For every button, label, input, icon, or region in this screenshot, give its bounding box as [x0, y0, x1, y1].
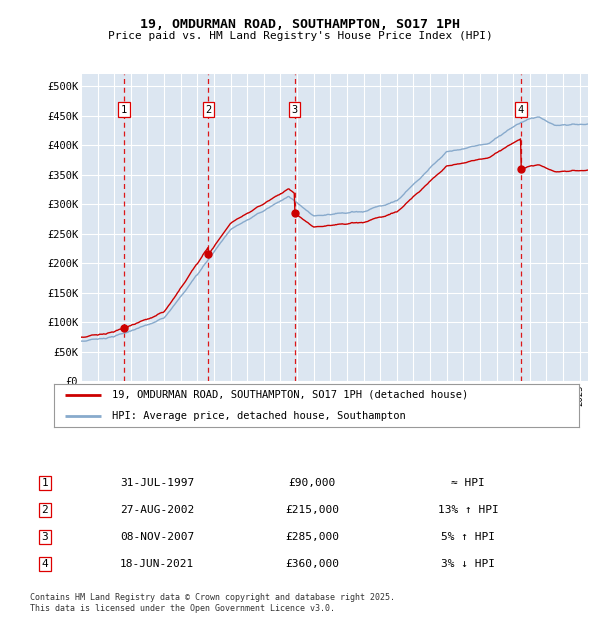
Text: ≈ HPI: ≈ HPI	[451, 478, 485, 488]
Text: 08-NOV-2007: 08-NOV-2007	[120, 532, 194, 542]
Text: 4: 4	[41, 559, 49, 569]
Text: 1: 1	[121, 105, 127, 115]
Text: 3: 3	[292, 105, 298, 115]
Text: 4: 4	[518, 105, 524, 115]
Text: £285,000: £285,000	[285, 532, 339, 542]
Text: 2: 2	[41, 505, 49, 515]
Text: HPI: Average price, detached house, Southampton: HPI: Average price, detached house, Sout…	[112, 411, 406, 421]
Text: 27-AUG-2002: 27-AUG-2002	[120, 505, 194, 515]
Text: £90,000: £90,000	[289, 478, 335, 488]
Text: £215,000: £215,000	[285, 505, 339, 515]
Text: Contains HM Land Registry data © Crown copyright and database right 2025.
This d: Contains HM Land Registry data © Crown c…	[30, 593, 395, 613]
Text: 19, OMDURMAN ROAD, SOUTHAMPTON, SO17 1PH (detached house): 19, OMDURMAN ROAD, SOUTHAMPTON, SO17 1PH…	[112, 390, 468, 400]
Text: £360,000: £360,000	[285, 559, 339, 569]
Text: 3% ↓ HPI: 3% ↓ HPI	[441, 559, 495, 569]
Text: 3: 3	[41, 532, 49, 542]
Text: 5% ↑ HPI: 5% ↑ HPI	[441, 532, 495, 542]
Text: Price paid vs. HM Land Registry's House Price Index (HPI): Price paid vs. HM Land Registry's House …	[107, 31, 493, 41]
Text: 18-JUN-2021: 18-JUN-2021	[120, 559, 194, 569]
Text: 2: 2	[205, 105, 211, 115]
Text: 1: 1	[41, 478, 49, 488]
Text: 31-JUL-1997: 31-JUL-1997	[120, 478, 194, 488]
Text: 13% ↑ HPI: 13% ↑ HPI	[437, 505, 499, 515]
Text: 19, OMDURMAN ROAD, SOUTHAMPTON, SO17 1PH: 19, OMDURMAN ROAD, SOUTHAMPTON, SO17 1PH	[140, 19, 460, 31]
